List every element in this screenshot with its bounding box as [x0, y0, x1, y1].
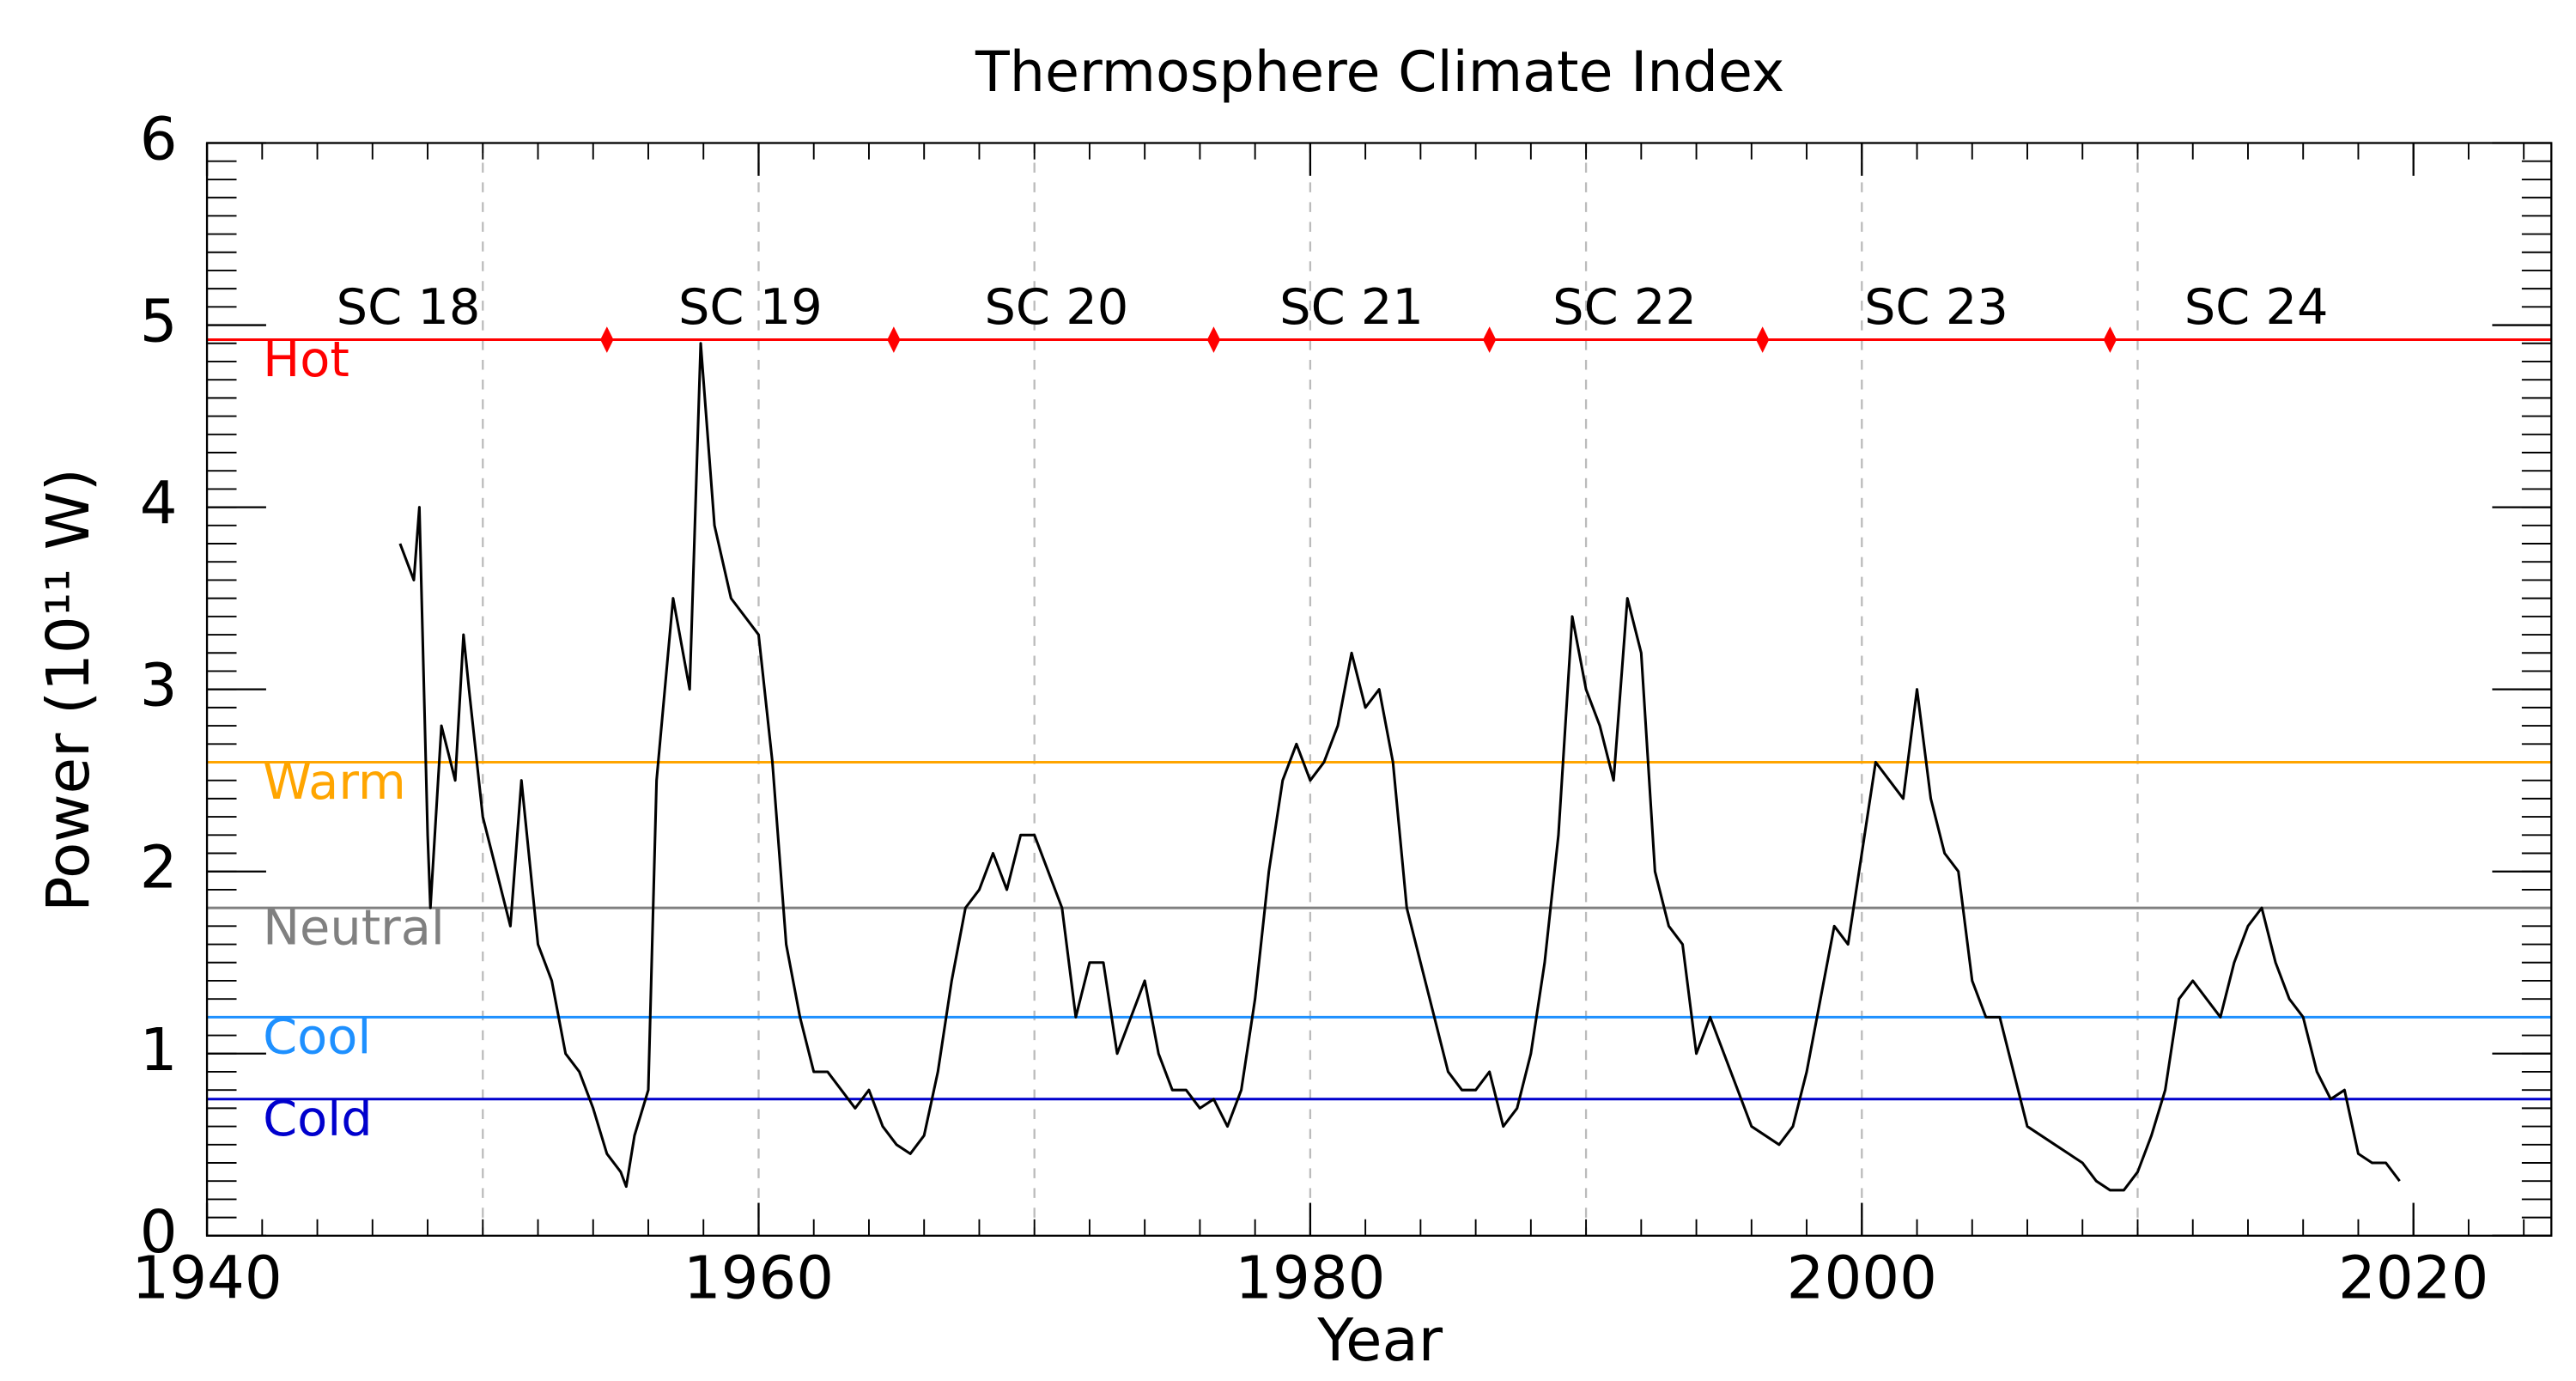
- y-tick-label: 0: [140, 1198, 178, 1267]
- y-tick-label: 3: [140, 652, 178, 721]
- x-tick-label: 1980: [1235, 1244, 1385, 1312]
- x-tick-label: 2000: [1787, 1244, 1937, 1312]
- level-label: Cold: [263, 1090, 373, 1147]
- y-tick-label: 2: [140, 834, 178, 903]
- cycle-minimum: [2103, 326, 2117, 353]
- y-tick-label: 5: [140, 288, 178, 356]
- cycle-label: SC 22: [1552, 278, 1697, 336]
- cycle-minimum: [1206, 326, 1221, 353]
- cycle-label: SC 23: [1864, 278, 2008, 336]
- x-tick-label: 2020: [2338, 1244, 2488, 1312]
- y-tick-label: 6: [140, 106, 178, 174]
- y-tick-label: 1: [140, 1016, 178, 1085]
- series-line: [398, 342, 2401, 1192]
- level-label: Cool: [263, 1008, 371, 1066]
- cycle-minimum: [1756, 326, 1770, 353]
- x-axis-label: Year: [1316, 1306, 1443, 1375]
- cycle-label: SC 20: [985, 278, 1129, 336]
- cycle-label: SC 21: [1279, 278, 1424, 336]
- level-label: Neutral: [263, 899, 445, 957]
- cycle-label: SC 18: [337, 278, 481, 336]
- cycle-minimum: [1483, 326, 1497, 353]
- plot-frame: [205, 142, 2553, 1237]
- level-label: Warm: [263, 753, 406, 811]
- cycle-minimum: [600, 326, 614, 353]
- level-label: Hot: [263, 331, 349, 388]
- y-axis-label: Power (10¹¹ W): [34, 468, 103, 912]
- cycle-label: SC 19: [678, 278, 823, 336]
- x-tick-label: 1960: [683, 1244, 834, 1312]
- chart-title: Thermosphere Climate Index: [975, 40, 1784, 105]
- cycle-label: SC 24: [2184, 278, 2329, 336]
- y-tick-label: 4: [140, 470, 178, 538]
- cycle-minimum: [887, 326, 901, 353]
- x-tick-label: 1940: [131, 1244, 282, 1312]
